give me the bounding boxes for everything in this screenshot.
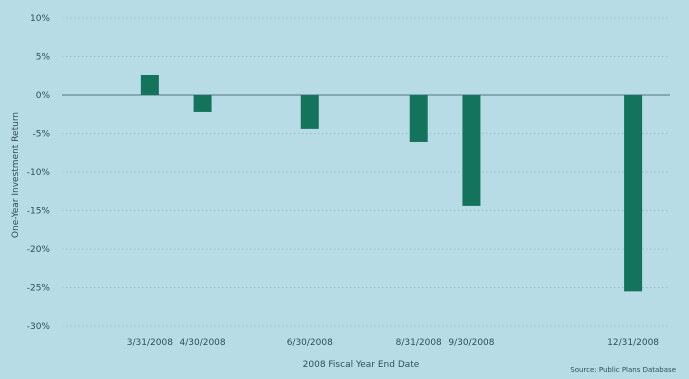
y-tick-label: -25%: [27, 284, 51, 294]
bar-4-30-2008: [193, 95, 212, 112]
bar-8-31-2008: [409, 95, 428, 142]
x-axis-title: 2008 Fiscal Year End Date: [303, 360, 420, 370]
x-tick-label: 4/30/2008: [179, 338, 225, 348]
source-label: Source: Public Plans Database: [570, 366, 676, 374]
y-tick-label: -10%: [27, 168, 51, 178]
x-tick-label: 3/31/2008: [127, 338, 173, 348]
y-tick-label: -20%: [27, 245, 51, 255]
bar-9-30-2008: [462, 95, 481, 206]
y-tick-label: -30%: [27, 322, 51, 332]
y-tick-label: 10%: [30, 14, 50, 24]
grid-layer: [62, 17, 670, 327]
bar-12-31-2008: [624, 95, 643, 292]
x-tick-label: 6/30/2008: [287, 338, 333, 348]
x-tick-label: 12/31/2008: [607, 338, 659, 348]
y-tick-label: -5%: [32, 130, 50, 140]
x-tick-label: 9/30/2008: [448, 338, 494, 348]
y-tick-label: 0%: [36, 91, 51, 101]
label-layer: -30% -25% -20% -15% -10% -5% 0% 5% 10% 3/31/2008 4…: [27, 14, 660, 348]
y-tick-label: -15%: [27, 207, 51, 217]
y-axis-title: One-Year Investment Return: [11, 112, 21, 238]
y-tick-label: 5%: [36, 53, 51, 63]
bar-3-31-2008: [140, 74, 159, 95]
bar-6-30-2008: [300, 95, 319, 129]
x-tick-label: 8/31/2008: [396, 338, 442, 348]
bar-layer: [140, 74, 643, 292]
